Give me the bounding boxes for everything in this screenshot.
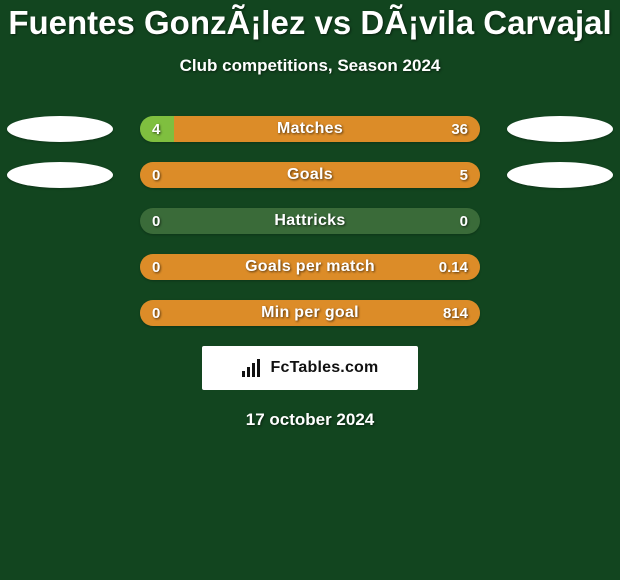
stat-bar: 00Hattricks xyxy=(140,208,480,234)
team-badge-left xyxy=(7,162,113,188)
stat-bar: 05Goals xyxy=(140,162,480,188)
stat-row: 436Matches xyxy=(0,116,620,142)
page-title: Fuentes GonzÃ¡lez vs DÃ¡vila Carvajal xyxy=(0,4,620,42)
stat-bar: 0814Min per goal xyxy=(140,300,480,326)
date-text: 17 october 2024 xyxy=(0,410,620,430)
team-badge-right xyxy=(507,162,613,188)
stat-label: Matches xyxy=(140,116,480,142)
stats-card: Fuentes GonzÃ¡lez vs DÃ¡vila Carvajal Cl… xyxy=(0,0,620,580)
brand-text: FcTables.com xyxy=(271,359,379,377)
stat-bar: 436Matches xyxy=(140,116,480,142)
stat-row: 00.14Goals per match xyxy=(0,254,620,280)
brand-badge: FcTables.com xyxy=(202,346,418,390)
stats-area: 436Matches 05Goals 00Hattricks 00.14Goals p… xyxy=(0,116,620,326)
stat-row: 0814Min per goal xyxy=(0,300,620,326)
subtitle: Club competitions, Season 2024 xyxy=(0,56,620,76)
stat-label: Hattricks xyxy=(140,208,480,234)
stat-row: 00Hattricks xyxy=(0,208,620,234)
stat-row: 05Goals xyxy=(0,162,620,188)
stat-label: Goals xyxy=(140,162,480,188)
stat-label: Min per goal xyxy=(140,300,480,326)
stat-bar: 00.14Goals per match xyxy=(140,254,480,280)
stat-label: Goals per match xyxy=(140,254,480,280)
team-badge-right xyxy=(507,116,613,142)
team-badge-left xyxy=(7,116,113,142)
chart-icon xyxy=(242,359,264,377)
